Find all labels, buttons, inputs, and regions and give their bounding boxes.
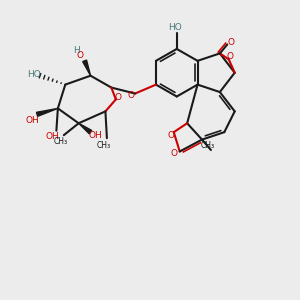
- Text: HO: HO: [168, 23, 182, 32]
- Text: OH: OH: [45, 132, 59, 141]
- Text: CH₃: CH₃: [200, 141, 214, 150]
- Text: O: O: [227, 38, 234, 46]
- Text: CH₃: CH₃: [97, 141, 111, 150]
- Text: O: O: [167, 130, 174, 140]
- Text: OH: OH: [26, 116, 40, 125]
- Polygon shape: [83, 60, 91, 76]
- Text: CH₃: CH₃: [54, 136, 68, 146]
- Text: H: H: [73, 46, 80, 55]
- Text: O: O: [227, 52, 234, 61]
- Polygon shape: [37, 108, 58, 116]
- Polygon shape: [79, 123, 92, 134]
- Text: OH: OH: [88, 130, 102, 140]
- Text: O: O: [114, 93, 122, 102]
- Text: O: O: [127, 91, 134, 100]
- Text: HO: HO: [27, 70, 41, 79]
- Text: O: O: [171, 149, 178, 158]
- Text: O: O: [77, 51, 84, 60]
